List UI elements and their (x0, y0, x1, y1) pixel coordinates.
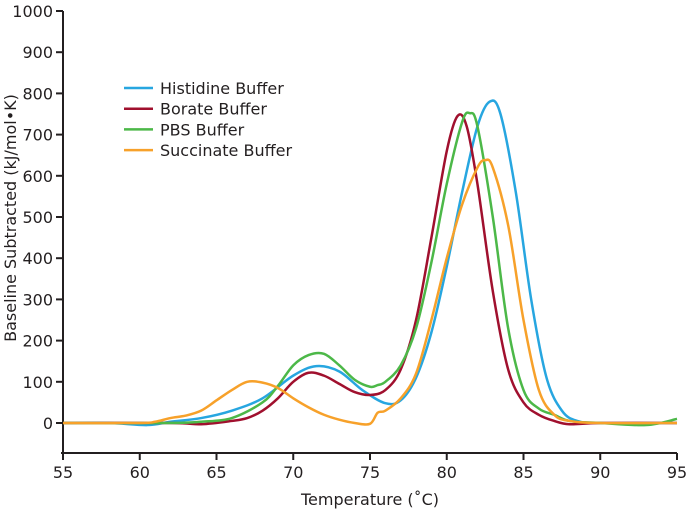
x-tick-label: 70 (283, 463, 303, 482)
y-tick-label: 600 (22, 167, 53, 186)
legend-label: Histidine Buffer (160, 79, 284, 98)
y-tick-label: 1000 (12, 2, 53, 21)
series-line (62, 99, 678, 427)
x-tick-label: 55 (53, 463, 73, 482)
series-line (62, 111, 678, 427)
series-lines (62, 99, 678, 427)
legend-label: Borate Buffer (160, 100, 267, 119)
x-tick-label: 75 (360, 463, 380, 482)
axes: 0 100 200 300 400 500 600 700 800 900 1000 55 60 65 70… (12, 2, 687, 482)
y-axis-label: Baseline Subtracted (kJ/mol•K) (1, 94, 20, 342)
y-tick-label: 0 (43, 414, 53, 433)
x-tick-label: 95 (667, 463, 687, 482)
series-line (62, 113, 678, 426)
y-tick-label: 300 (22, 290, 53, 309)
y-tick-label: 400 (22, 249, 53, 268)
y-tick-label: 700 (22, 126, 53, 145)
x-tick-label: 60 (130, 463, 150, 482)
x-tick-label: 85 (513, 463, 533, 482)
y-tick-label: 900 (22, 43, 53, 62)
series-line (62, 158, 678, 426)
y-tick-label: 200 (22, 332, 53, 351)
y-tick-label: 100 (22, 373, 53, 392)
y-tick-label: 500 (22, 208, 53, 227)
x-tick-label: 65 (206, 463, 226, 482)
legend-label: PBS Buffer (160, 120, 245, 139)
y-tick-label: 800 (22, 84, 53, 103)
x-tick-label: 90 (590, 463, 610, 482)
x-axis-label: Temperature (˚C) (300, 490, 439, 509)
x-tick-label: 80 (437, 463, 457, 482)
legend-label: Succinate Buffer (160, 141, 292, 160)
